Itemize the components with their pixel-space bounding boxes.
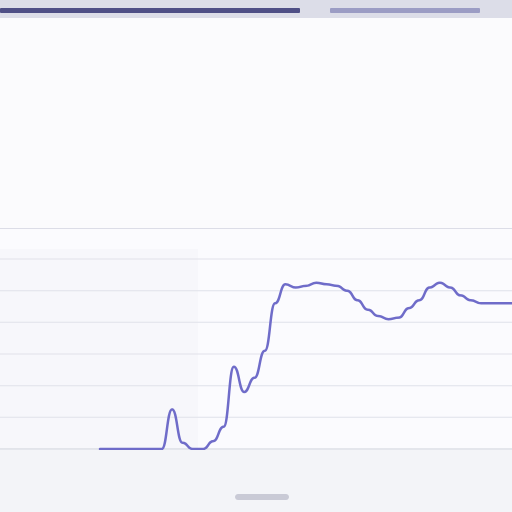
- line-chart-panel: [0, 228, 512, 467]
- window-top-frame: [0, 0, 512, 19]
- window-accent-bar-right: [330, 8, 480, 13]
- document-view: [0, 18, 512, 512]
- chart-series-line: [98, 281, 512, 451]
- chart-left-pane: [0, 249, 198, 449]
- window-accent-bar: [0, 8, 300, 13]
- bottom-toolbar: [0, 450, 512, 512]
- bottom-handle[interactable]: [235, 494, 289, 500]
- line-chart: [0, 229, 512, 467]
